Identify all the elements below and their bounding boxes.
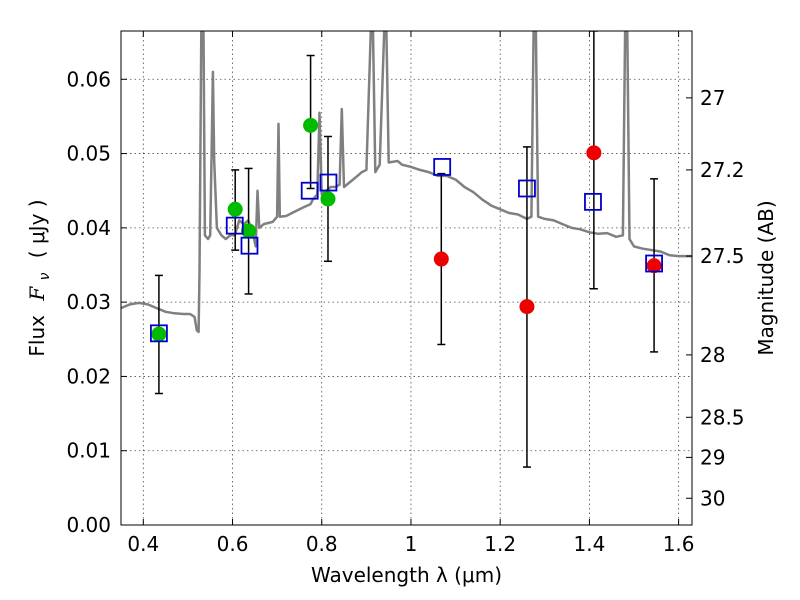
right-tick-label: 30	[700, 486, 725, 510]
model-point-square	[518, 179, 536, 198]
template-spectrum-line	[121, 31, 692, 334]
x-tick-label: 1.2	[484, 532, 516, 556]
right-tick-label: 27	[700, 86, 725, 110]
data-point-red	[586, 145, 602, 161]
right-tick-label: 29	[700, 445, 725, 469]
axis-ticks: 0.4 0.6 0.8 1 1.2 1.4 1.6 0.00 0.01 0.02 0.03 0.04 0…	[66, 31, 745, 556]
grid-lines	[121, 31, 692, 526]
model-point-square	[150, 324, 168, 343]
model-point-square	[433, 158, 452, 176]
y-axis-label-pre: Flux	[25, 315, 49, 357]
right-tick-label: 27.2	[700, 158, 745, 182]
x-tick-label: 1.6	[663, 532, 695, 556]
y-tick-label: 0.02	[66, 364, 111, 388]
y-tick-label: 0.06	[66, 67, 111, 91]
template-spectrum-layer	[121, 31, 692, 334]
model-point-square	[584, 192, 602, 211]
right-tick-label: 28.5	[700, 405, 745, 429]
x-tick-label: 0.8	[306, 532, 338, 556]
y-tick-label: 0.01	[66, 439, 111, 463]
model-points-layer	[150, 158, 663, 343]
x-tick-label: 0.6	[217, 532, 249, 556]
model-point-square	[645, 254, 663, 273]
x-tick-label: 0.4	[127, 532, 159, 556]
data-point-green	[303, 117, 319, 133]
data-point-green	[241, 223, 257, 239]
x-tick-label: 1.4	[573, 532, 605, 556]
data-point-red	[646, 258, 662, 274]
right-tick-label: 27.5	[700, 244, 745, 268]
y-axis-label-post: ( μJy )	[25, 199, 49, 258]
data-point-red	[519, 299, 535, 315]
x-axis-label: Wavelength λ (μm)	[311, 563, 502, 587]
data-point-green	[320, 191, 336, 207]
data-point-green	[151, 326, 167, 342]
photometry-points-layer	[151, 117, 662, 342]
right-axis-label: Magnitude (AB)	[754, 200, 778, 355]
y-axis-label-sub: ν	[37, 272, 53, 280]
right-tick-label: 28	[700, 343, 725, 367]
y-axis-label: Flux F ν ( μJy )	[25, 199, 54, 356]
x-tick-label: 1	[405, 532, 418, 556]
data-point-green	[227, 201, 243, 217]
model-point-square	[240, 236, 259, 255]
data-point-red	[433, 251, 449, 267]
errorbar-layer	[154, 31, 659, 468]
model-point-square	[300, 181, 319, 200]
plot-frame	[120, 30, 693, 526]
y-axis-label-symbol: F	[25, 286, 49, 302]
y-tick-label: 0.04	[66, 216, 111, 240]
model-point-square	[319, 173, 338, 192]
y-tick-label: 0.00	[66, 513, 111, 537]
y-tick-label: 0.03	[66, 290, 111, 314]
y-tick-label: 0.05	[66, 142, 111, 166]
model-point-square	[225, 216, 244, 235]
